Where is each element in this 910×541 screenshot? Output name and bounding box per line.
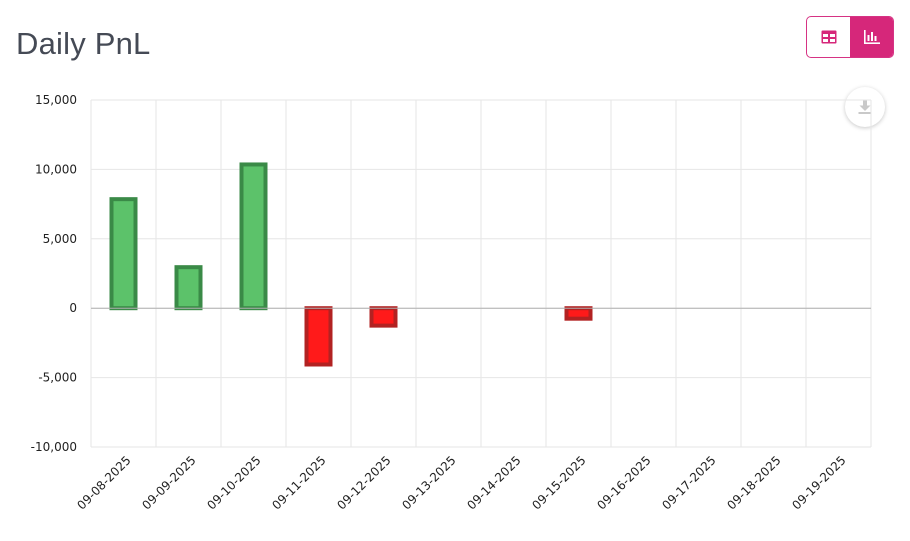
view-toggle [806, 16, 894, 58]
x-tick-label: 09-19-2025 [789, 453, 848, 512]
y-tick-label: 5,000 [43, 232, 77, 246]
download-icon [858, 100, 872, 114]
bar-09-15-2025[interactable] [564, 306, 593, 321]
x-tick-label: 09-15-2025 [529, 453, 588, 512]
bar-09-11-2025[interactable] [304, 306, 333, 367]
x-tick-label: 09-11-2025 [269, 453, 328, 512]
y-tick-label: 15,000 [35, 93, 77, 107]
table-icon [821, 30, 836, 44]
y-tick-label: -5,000 [38, 371, 77, 385]
x-tick-label: 09-16-2025 [594, 453, 653, 512]
table-view-button[interactable] [807, 17, 850, 57]
y-tick-label: 10,000 [35, 162, 77, 176]
bar-09-09-2025[interactable] [174, 265, 203, 311]
y-tick-label: 0 [69, 301, 77, 315]
x-tick-label: 09-14-2025 [464, 453, 523, 512]
x-tick-label: 09-09-2025 [139, 453, 198, 512]
x-tick-label: 09-17-2025 [659, 453, 718, 512]
x-tick-label: 09-18-2025 [724, 453, 783, 512]
x-tick-label: 09-10-2025 [204, 453, 263, 512]
download-button[interactable] [845, 87, 885, 127]
bar-09-12-2025[interactable] [369, 306, 398, 328]
bar-09-08-2025[interactable] [109, 197, 138, 311]
x-tick-label: 09-08-2025 [74, 453, 133, 512]
page-title: Daily PnL [16, 26, 151, 61]
x-tick-label: 09-12-2025 [334, 453, 393, 512]
y-tick-label: -10,000 [31, 440, 77, 454]
x-tick-label: 09-13-2025 [399, 453, 458, 512]
bar-09-10-2025[interactable] [239, 162, 268, 311]
chart-view-button[interactable] [850, 17, 893, 57]
bar-chart-icon [863, 30, 880, 44]
